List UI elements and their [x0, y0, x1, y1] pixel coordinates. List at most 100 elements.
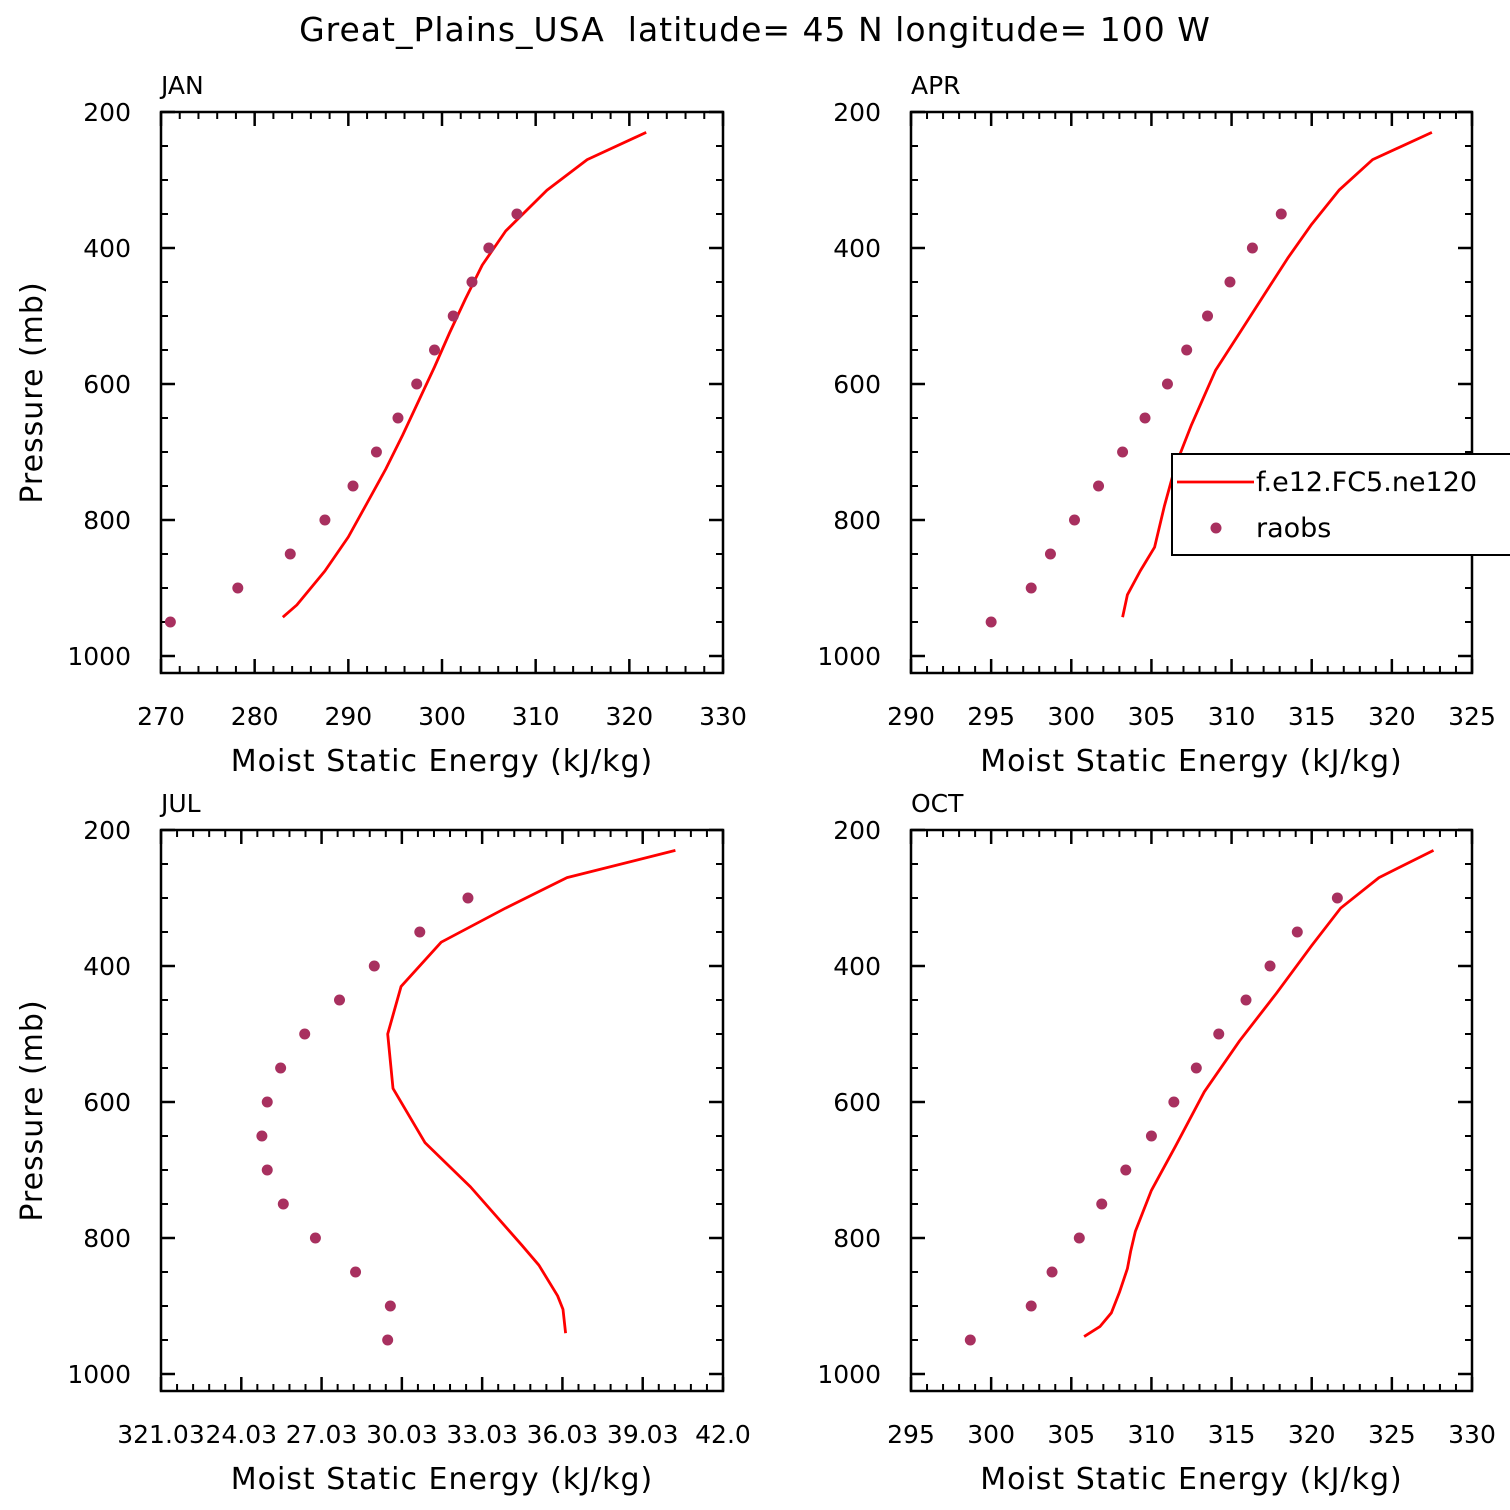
obs-point	[1120, 1164, 1132, 1176]
obs-point	[1073, 1232, 1085, 1244]
obs-point	[334, 994, 346, 1006]
obs-point	[256, 1130, 268, 1142]
x-axis-label: Moist Static Energy (kJ/kg)	[231, 1462, 654, 1497]
obs-point	[370, 446, 382, 458]
panel-title: JUL	[159, 789, 201, 818]
plot-frame	[159, 110, 725, 675]
y-tick-label: 200	[833, 816, 881, 845]
obs-point	[1181, 344, 1193, 356]
obs-point	[275, 1062, 287, 1074]
y-tick-label: 600	[833, 1088, 881, 1117]
obs-point	[382, 1334, 394, 1346]
y-tick-label: 400	[833, 234, 881, 263]
x-tick-label: 320	[605, 702, 653, 731]
panel-apr: 290 295 300 305 310 315 320 325 200 400 600 800 1000…	[817, 71, 1495, 779]
x-tick-label: 280	[231, 702, 279, 731]
panel-jan: 270 280 290 300 310 320 330 200 400 600 800 1000 JAN…	[15, 71, 747, 779]
obs-point	[511, 208, 523, 220]
y-tick-label: 800	[833, 1224, 881, 1253]
x-tick-label: 321.03	[117, 1420, 204, 1449]
obs-point	[309, 1232, 321, 1244]
plot-frame	[909, 110, 1474, 675]
y-tick-label: 200	[833, 98, 881, 127]
x-axis-label: Moist Static Energy (kJ/kg)	[980, 744, 1403, 779]
obs-point	[964, 1334, 976, 1346]
obs-point	[261, 1164, 273, 1176]
x-tick-label: 290	[324, 702, 372, 731]
obs-point	[1025, 582, 1037, 594]
obs-point	[1093, 480, 1105, 492]
y-axis-label: Pressure (mb)	[15, 999, 50, 1221]
x-tick-label: 270	[137, 702, 185, 731]
obs-point	[414, 926, 426, 938]
obs-point	[350, 1266, 362, 1278]
obs-point	[1068, 514, 1080, 526]
obs-point	[1331, 892, 1343, 904]
obs-point	[1264, 960, 1276, 972]
obs-point	[1025, 1300, 1037, 1312]
model-series-line	[1121, 131, 1433, 618]
obs-point	[319, 514, 331, 526]
x-tick-label: 305	[1047, 1420, 1095, 1449]
y-axis-label: Pressure (mb)	[15, 281, 50, 503]
x-tick-label: 33.03	[446, 1420, 518, 1449]
obs-point	[483, 242, 495, 254]
x-axis-label: Moist Static Energy (kJ/kg)	[980, 1462, 1403, 1497]
obs-point	[284, 548, 296, 560]
obs-point	[299, 1028, 311, 1040]
obs-point	[347, 480, 359, 492]
obs-point	[1291, 926, 1303, 938]
y-tick-label: 800	[83, 506, 131, 535]
obs-point	[384, 1300, 396, 1312]
obs-point	[1240, 994, 1252, 1006]
panel-title: APR	[911, 71, 961, 100]
plot-frame	[909, 828, 1474, 1393]
x-axis-label: Moist Static Energy (kJ/kg)	[231, 744, 654, 779]
obs-point	[1190, 1062, 1202, 1074]
x-tick-label: 27.03	[286, 1420, 358, 1449]
x-tick-label: 300	[967, 1420, 1015, 1449]
x-tick-label: 36.03	[527, 1420, 599, 1449]
obs-point	[1046, 1266, 1058, 1278]
y-tick-label: 1000	[817, 642, 881, 671]
panel-title: JAN	[159, 71, 204, 100]
x-tick-label: 42.0	[695, 1420, 751, 1449]
obs-point	[411, 378, 423, 390]
obs-point	[985, 616, 997, 628]
y-tick-label: 200	[83, 98, 131, 127]
legend-obs-swatch	[1210, 522, 1222, 534]
obs-point	[261, 1096, 273, 1108]
x-tick-label: 39.03	[607, 1420, 679, 1449]
x-tick-label: 300	[1047, 702, 1095, 731]
x-tick-label: 315	[1208, 1420, 1256, 1449]
y-tick-label: 400	[83, 234, 131, 263]
obs-point	[462, 892, 474, 904]
obs-point	[1275, 208, 1287, 220]
x-tick-label: 310	[1208, 702, 1256, 731]
x-tick-label: 295	[887, 1420, 935, 1449]
legend-obs-label: raobs	[1256, 513, 1331, 544]
y-tick-label: 800	[83, 1224, 131, 1253]
obs-point	[368, 960, 380, 972]
obs-point	[1139, 412, 1151, 424]
x-tick-label: 330	[699, 702, 747, 731]
y-tick-label: 800	[833, 506, 881, 535]
obs-point	[1096, 1198, 1108, 1210]
x-tick-label: 300	[418, 702, 466, 731]
y-tick-label: 600	[83, 370, 131, 399]
x-tick-label: 310	[1128, 1420, 1176, 1449]
x-tick-label: 320	[1288, 1420, 1336, 1449]
obs-point	[1117, 446, 1129, 458]
obs-point	[1224, 276, 1236, 288]
panel-jul: 321.03 24.03 27.03 30.03 33.03 36.03 39.03 42.0…	[15, 789, 751, 1497]
obs-point	[1145, 1130, 1157, 1142]
obs-point	[1161, 378, 1173, 390]
x-tick-label: 315	[1288, 702, 1336, 731]
y-tick-label: 200	[83, 816, 131, 845]
x-tick-label: 305	[1128, 702, 1176, 731]
obs-point	[277, 1198, 289, 1210]
x-tick-label: 325	[1448, 702, 1496, 731]
x-tick-label: 295	[967, 702, 1015, 731]
